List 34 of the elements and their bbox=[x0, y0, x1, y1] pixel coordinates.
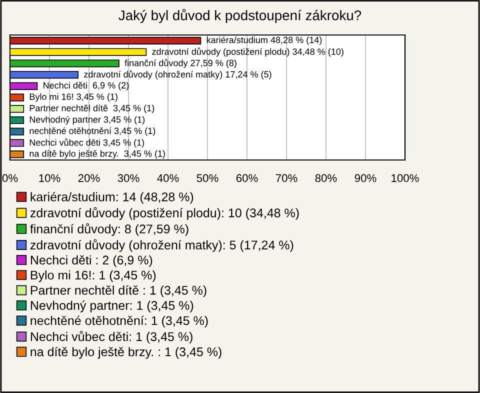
legend-label: Nevhodný partner: 1 (3,45 %) bbox=[30, 300, 194, 312]
data-label: Partner nechtěl dítě 3,45 % (1) bbox=[30, 104, 154, 114]
legend-label: Partner nechtěl dítě : 1 (3,45 %) bbox=[30, 285, 206, 298]
data-label: nechtěné otěhotnění 3,45 % (1) bbox=[30, 127, 156, 136]
data-label: finanční důvody 27,59 % (8) bbox=[124, 58, 236, 68]
legend-label: Nechci děti : 2 (6,9 %) bbox=[30, 255, 152, 267]
data-label: Nevhodný partner 3,45 % (1) bbox=[30, 116, 145, 124]
legend-label: nechtěné otěhotnění: 1 (3,45 %) bbox=[30, 316, 208, 328]
legend-label: kariéra/studium: 14 (48,28 %) bbox=[30, 192, 194, 204]
x-tick-label: 50% bbox=[196, 174, 218, 182]
data-label: Nechci děti 6,9 % (2) bbox=[44, 82, 129, 90]
x-tick-label: 20% bbox=[78, 174, 100, 182]
data-label: Bylo mi 16! 3,45 % (1) bbox=[30, 93, 118, 102]
legend-label: zdravotní důvody (postižení plodu): 10 (34,48 %) bbox=[30, 207, 299, 220]
x-tick-label: 90% bbox=[354, 174, 376, 182]
legend-label: zdravotní důvody (ohrožení matky): 5 (17,24 %) bbox=[30, 239, 294, 252]
data-label: zdravotní důvody (postižení plodu) 34,48 % (10) bbox=[152, 47, 344, 57]
x-tick-label: 30% bbox=[118, 174, 140, 182]
legend-label: finanční důvody: 8 (27,59 %) bbox=[30, 223, 188, 236]
x-tick-label: 70% bbox=[276, 174, 298, 182]
legend-label: Bylo mi 16!: 1 (3,45 %) bbox=[30, 270, 156, 282]
data-label: na dítě bylo ještě brzy. 3,45 % (1) bbox=[30, 150, 165, 159]
legend-label: na dítě bylo ještě brzy. : 1 (3,45 %) bbox=[30, 346, 222, 359]
x-tick-label: 100% bbox=[392, 174, 419, 182]
chart-title: Jaký byl důvod k podstoupení zákroku? bbox=[118, 8, 362, 24]
legend-label: Nechci vůbec děti: 1 (3,45 %) bbox=[30, 330, 192, 344]
data-label: zdravotní důvody (ohrožení matky) 17,24 % (5) bbox=[84, 70, 272, 80]
x-tick-label: 0% bbox=[2, 174, 18, 182]
x-tick-label: 60% bbox=[236, 174, 258, 182]
x-tick-label: 40% bbox=[157, 174, 179, 182]
data-label: kariéra/studium 48,28 % (14) bbox=[206, 36, 322, 45]
x-tick-label: 10% bbox=[39, 174, 60, 182]
x-tick-label: 80% bbox=[315, 174, 337, 182]
data-label: Nechci vůbec děti 3,45 % (1) bbox=[30, 138, 144, 148]
